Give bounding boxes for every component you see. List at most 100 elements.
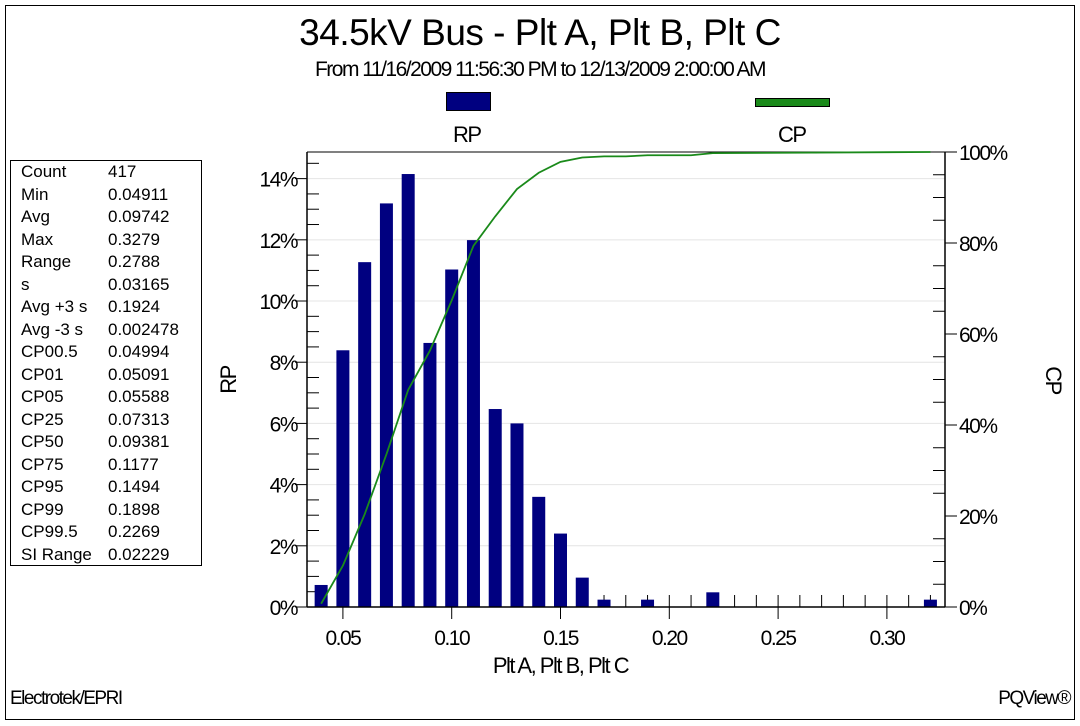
rp-bar bbox=[532, 496, 546, 607]
footer-left: Electrotek/EPRI bbox=[10, 688, 123, 709]
stat-row: Min 0.04911 bbox=[11, 184, 201, 207]
rp-bar bbox=[923, 599, 937, 607]
rp-bar bbox=[423, 342, 437, 607]
stat-label: CP99 bbox=[21, 499, 64, 519]
stat-row: Avg -3 s 0.002478 bbox=[11, 319, 201, 342]
y-tick-label: 2% bbox=[270, 536, 298, 559]
rp-bar bbox=[510, 423, 524, 607]
rp-bar bbox=[379, 203, 393, 607]
stat-row: CP00.5 0.04994 bbox=[11, 341, 201, 364]
stat-row: CP01 0.05091 bbox=[11, 364, 201, 387]
stat-label: Min bbox=[21, 184, 49, 204]
x-tick-label: 0.20 bbox=[652, 627, 688, 650]
stat-value: 0.1494 bbox=[108, 477, 160, 496]
stat-value: 0.2269 bbox=[108, 522, 160, 541]
y2-tick-label: 20% bbox=[959, 506, 997, 529]
stat-row: CP75 0.1177 bbox=[11, 454, 201, 477]
stat-value: 417 bbox=[108, 162, 137, 181]
stat-row: CP05 0.05588 bbox=[11, 386, 201, 409]
rp-bar bbox=[466, 240, 480, 608]
stat-row: CP50 0.09381 bbox=[11, 431, 201, 454]
stat-label: Max bbox=[21, 229, 54, 249]
stat-row: CP99.5 0.2269 bbox=[11, 521, 201, 544]
stat-value: 0.05588 bbox=[108, 387, 170, 406]
x-tick-label: 0.10 bbox=[434, 627, 470, 650]
rp-bar bbox=[445, 269, 459, 607]
stat-row: Count 417 bbox=[11, 161, 201, 184]
stat-value: 0.2788 bbox=[108, 252, 160, 271]
stat-label: Range bbox=[21, 252, 72, 271]
stat-value: 0.04911 bbox=[108, 184, 169, 204]
x-tick-label: 0.25 bbox=[761, 627, 797, 650]
stat-label: CP00.5 bbox=[21, 342, 78, 361]
footer-right: PQView® bbox=[998, 688, 1071, 709]
stat-value: 0.05091 bbox=[108, 364, 170, 384]
chart-title: 34.5kV Bus - Plt A, Plt B, Plt C bbox=[299, 12, 781, 53]
stat-row: Range 0.2788 bbox=[11, 251, 201, 274]
y-tick-label: 0% bbox=[270, 597, 298, 620]
y-tick-label: 8% bbox=[270, 352, 298, 375]
x-tick-label: 0.30 bbox=[869, 627, 905, 650]
rp-bar bbox=[358, 262, 372, 607]
rp-bar bbox=[597, 599, 611, 607]
legend-label-rp: RP bbox=[453, 122, 482, 147]
stat-row: Avg +3 s 0.1924 bbox=[11, 296, 201, 319]
legend-swatch-cp bbox=[755, 98, 830, 107]
x-axis-label: Plt A, Plt B, Plt C bbox=[493, 653, 630, 678]
y-tick-label: 6% bbox=[270, 413, 298, 436]
stat-value: 0.002478 bbox=[108, 319, 179, 339]
stat-value: 0.02229 bbox=[108, 544, 170, 564]
rp-bar bbox=[554, 533, 568, 607]
stat-label: CP50 bbox=[21, 432, 64, 451]
stat-label: Count bbox=[21, 162, 67, 181]
stat-label: CP25 bbox=[21, 409, 64, 429]
x-tick-label: 0.05 bbox=[325, 627, 361, 650]
stat-value: 0.1924 bbox=[108, 297, 160, 316]
x-tick-label: 0.15 bbox=[543, 627, 579, 650]
rp-bar bbox=[575, 577, 589, 607]
rp-bar bbox=[706, 592, 720, 607]
stat-value: 0.04994 bbox=[108, 342, 170, 361]
rp-bar bbox=[336, 350, 350, 607]
stat-label: CP01 bbox=[21, 364, 64, 384]
stat-value: 0.09742 bbox=[108, 207, 170, 226]
stat-value: 0.07313 bbox=[108, 409, 170, 429]
stat-row: CP99 0.1898 bbox=[11, 499, 201, 522]
rp-bar bbox=[314, 584, 328, 607]
stat-label: CP05 bbox=[21, 387, 64, 406]
y-tick-label: 14% bbox=[259, 169, 297, 192]
stat-label: CP75 bbox=[21, 454, 64, 474]
y2-tick-label: 60% bbox=[959, 324, 997, 347]
y-tick-label: 4% bbox=[270, 475, 298, 498]
legend-label-cp: CP bbox=[778, 122, 807, 147]
stat-label: SI Range bbox=[21, 544, 92, 564]
stat-value: 0.09381 bbox=[108, 432, 170, 451]
y-tick-label: 10% bbox=[259, 291, 297, 314]
stat-value: 0.1177 bbox=[108, 454, 159, 474]
rp-bar bbox=[488, 409, 502, 607]
stat-row: CP95 0.1494 bbox=[11, 476, 201, 499]
stat-value: 0.03165 bbox=[108, 274, 170, 294]
chart-subtitle: From 11/16/2009 11:56:30 PM to 12/13/200… bbox=[314, 58, 767, 81]
y2-axis-label: CP bbox=[1041, 366, 1066, 394]
y2-tick-label: 80% bbox=[959, 233, 997, 256]
stat-row: SI Range 0.02229 bbox=[11, 544, 201, 567]
y-tick-label: 12% bbox=[259, 230, 297, 253]
stat-value: 0.1898 bbox=[108, 499, 160, 519]
stat-label: Avg bbox=[21, 207, 50, 226]
rp-bar bbox=[641, 599, 655, 607]
stat-label: CP95 bbox=[21, 477, 64, 496]
stat-row: s 0.03165 bbox=[11, 274, 201, 297]
statistics-table: Count 417 Min 0.04911 Avg 0.09742 Max 0.3279 Ran… bbox=[10, 160, 202, 566]
stat-label: Avg -3 s bbox=[21, 319, 84, 339]
stat-row: CP25 0.07313 bbox=[11, 409, 201, 432]
stat-value: 0.3279 bbox=[108, 229, 160, 249]
stat-row: Max 0.3279 bbox=[11, 229, 201, 252]
stat-label: CP99.5 bbox=[21, 522, 78, 541]
stat-label: s bbox=[21, 274, 30, 294]
cp-line bbox=[320, 151, 931, 605]
stat-row: Avg 0.09742 bbox=[11, 206, 201, 229]
stat-label: Avg +3 s bbox=[21, 297, 88, 316]
y2-tick-label: 100% bbox=[959, 142, 1008, 165]
